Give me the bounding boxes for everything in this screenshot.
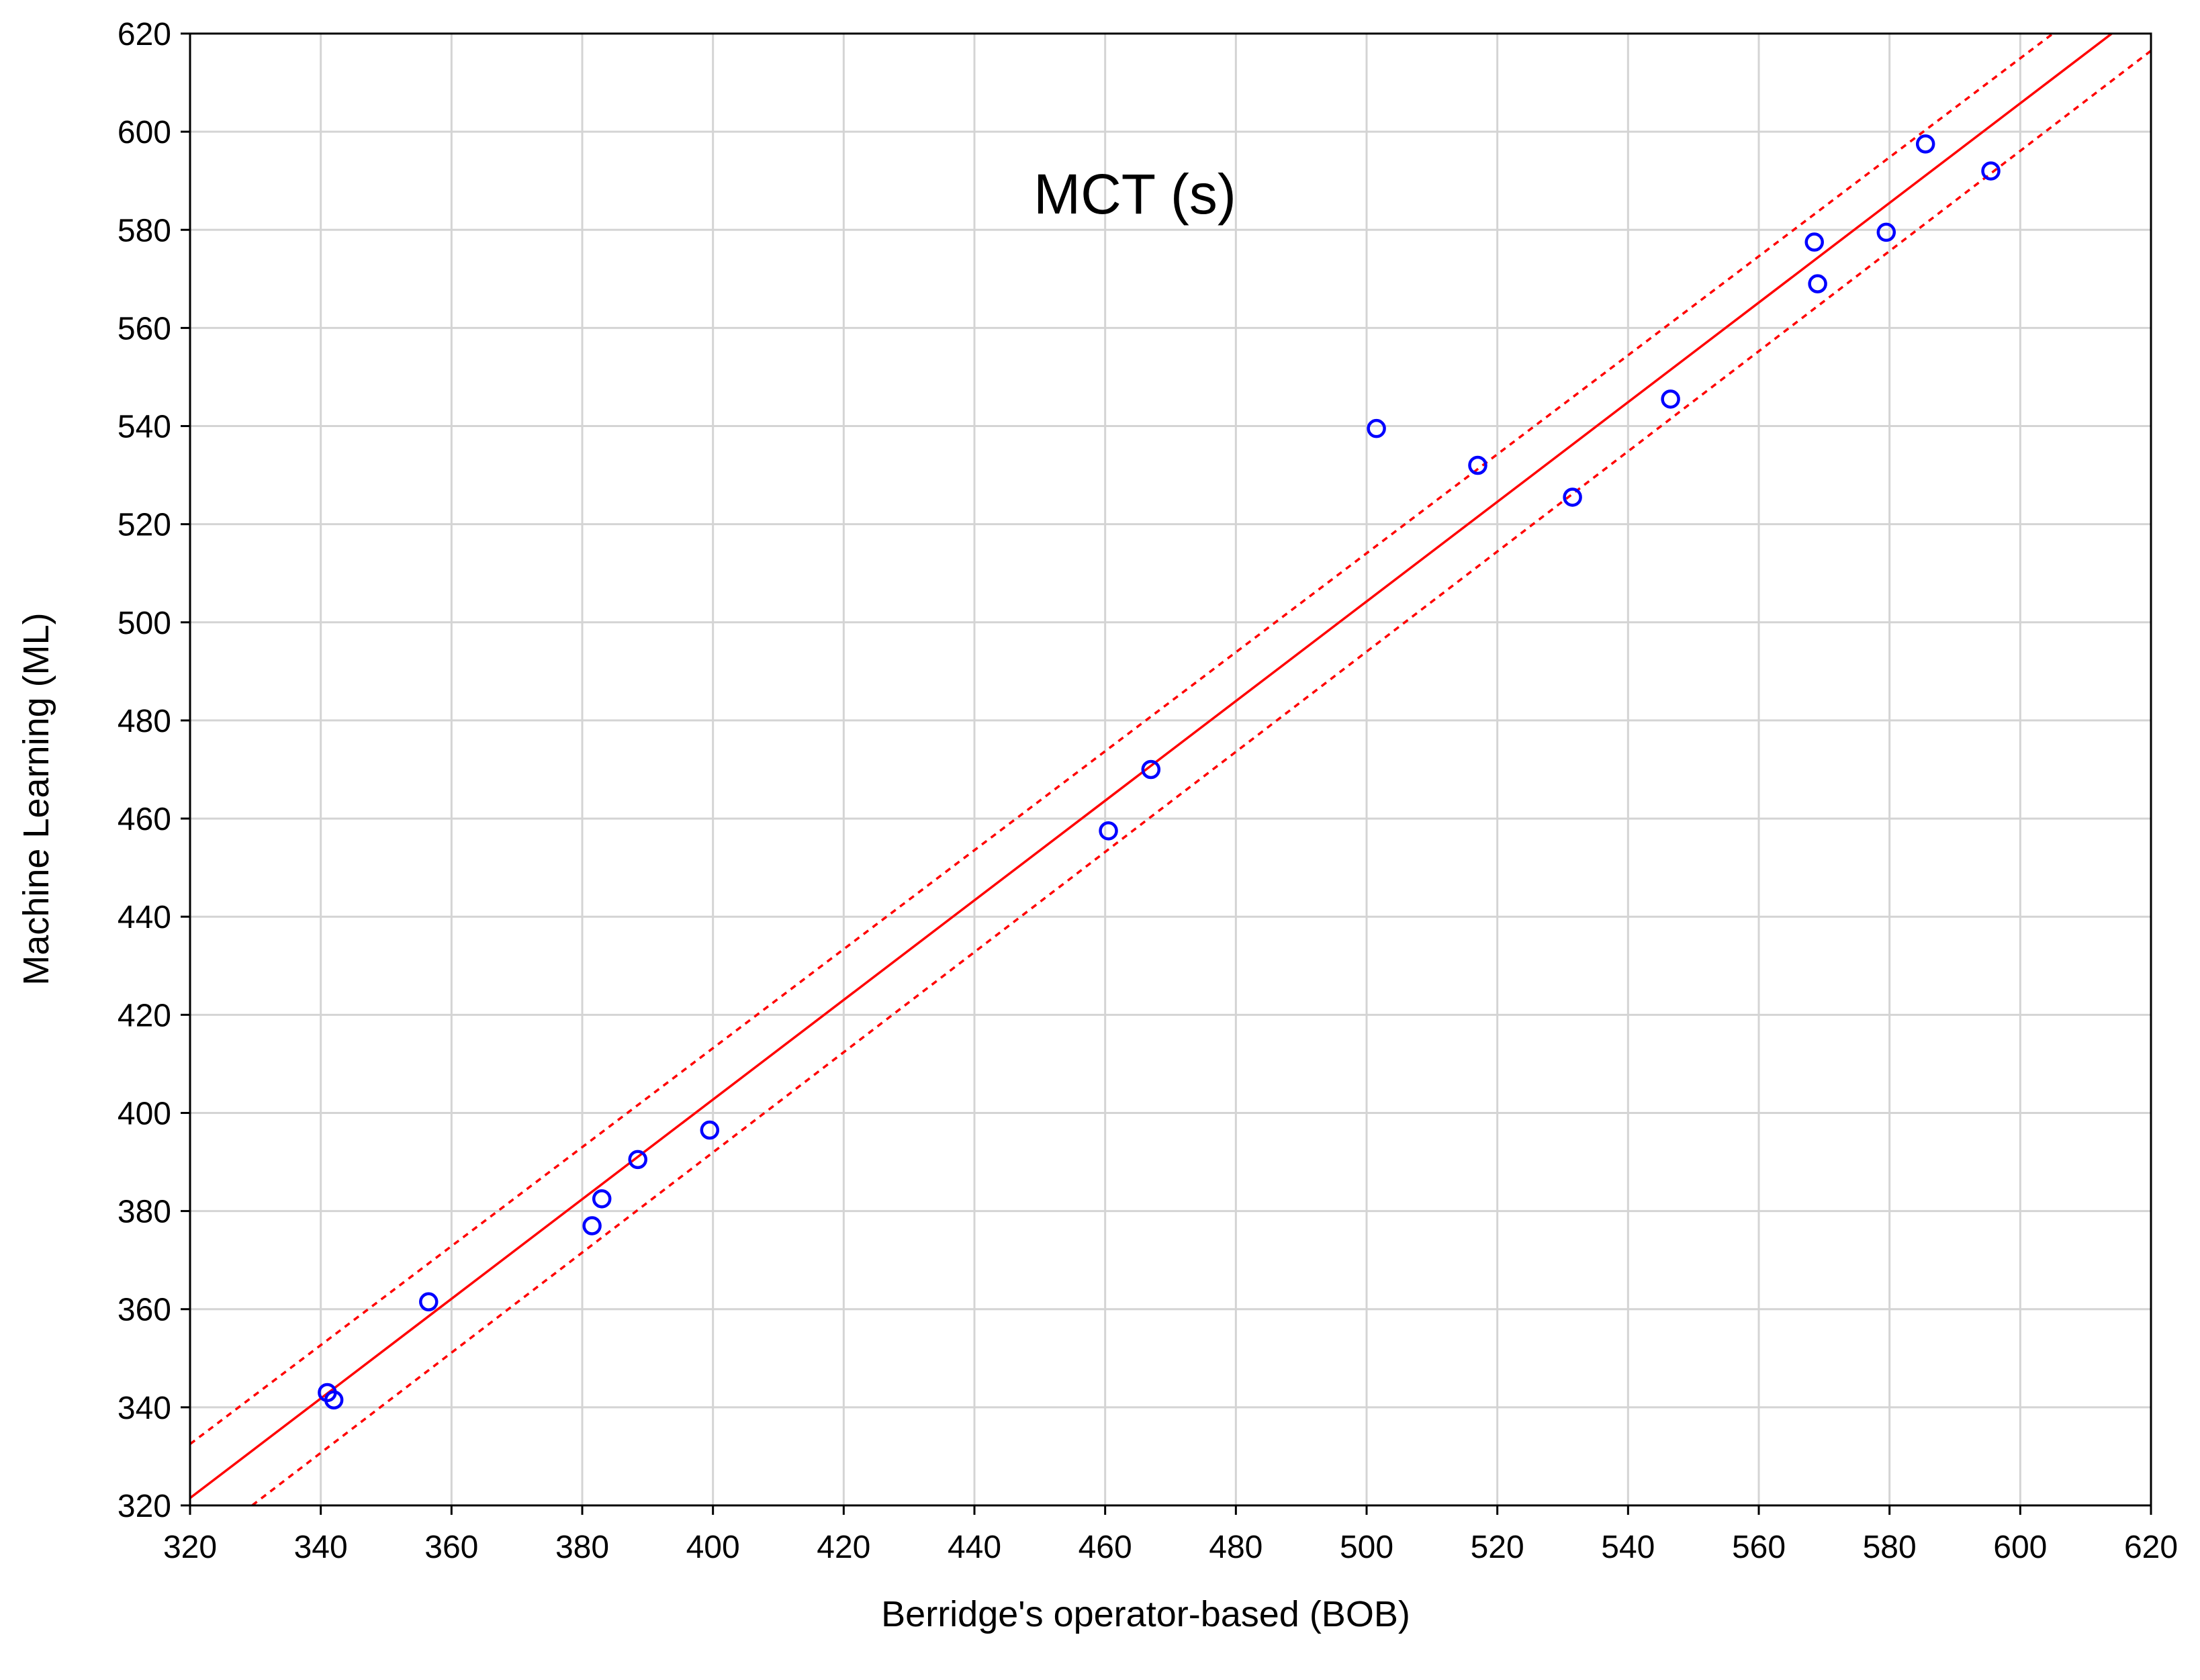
- x-tick-label: 600: [1993, 1530, 2047, 1565]
- x-tick-label: 420: [817, 1530, 870, 1565]
- data-point: [419, 1292, 439, 1312]
- data-point: [582, 1216, 602, 1235]
- y-tick-label: 580: [118, 213, 171, 248]
- data-point: [1141, 759, 1161, 780]
- x-axis-title: Berridge's operator-based (BOB): [881, 1594, 1410, 1634]
- y-tick-label: 420: [118, 998, 171, 1033]
- x-tick-label: 340: [294, 1530, 348, 1565]
- data-point: [1099, 821, 1118, 841]
- y-axis-tick-labels: 320 340 360 380 400 420 440 460 480 500 520 540 560 5…: [118, 17, 190, 1524]
- chart-title: MCT (s): [1034, 162, 1236, 226]
- x-tick-label: 560: [1732, 1530, 1786, 1565]
- x-tick-label: 320: [163, 1530, 217, 1565]
- x-tick-label: 460: [1079, 1530, 1132, 1565]
- x-tick-label: 360: [424, 1530, 478, 1565]
- y-tick-label: 400: [118, 1096, 171, 1131]
- x-tick-label: 520: [1471, 1530, 1524, 1565]
- x-tick-label: 500: [1340, 1530, 1393, 1565]
- regression-fit-line: [189, 32, 2113, 1499]
- data-point: [700, 1120, 720, 1140]
- x-tick-label: 400: [686, 1530, 740, 1565]
- data-point: [1468, 455, 1487, 475]
- y-axis-title: Machine Learning (ML): [16, 612, 56, 985]
- x-tick-label: 540: [1601, 1530, 1655, 1565]
- y-tick-label: 460: [118, 802, 171, 837]
- data-point: [1804, 232, 1824, 252]
- upper-confidence-line: [189, 32, 2054, 1446]
- y-tick-label: 560: [118, 311, 171, 346]
- y-tick-label: 340: [118, 1391, 171, 1426]
- y-tick-label: 620: [118, 17, 171, 52]
- y-tick-label: 540: [118, 410, 171, 445]
- x-tick-label: 480: [1209, 1530, 1263, 1565]
- y-tick-label: 600: [118, 115, 171, 150]
- data-point: [628, 1150, 647, 1170]
- x-tick-label: 440: [948, 1530, 1001, 1565]
- data-points: [318, 134, 2001, 1410]
- y-tick-label: 380: [118, 1195, 171, 1230]
- y-tick-label: 500: [118, 606, 171, 641]
- regression-lines: [189, 32, 2152, 1507]
- y-tick-label: 320: [118, 1489, 171, 1524]
- y-tick-label: 480: [118, 704, 171, 739]
- x-tick-label: 620: [2124, 1530, 2178, 1565]
- data-point: [592, 1189, 612, 1209]
- data-point: [1876, 222, 1896, 242]
- grid-lines: [189, 32, 2152, 1507]
- data-point: [1915, 134, 1935, 154]
- data-point: [1563, 487, 1582, 507]
- data-point: [1981, 161, 2001, 181]
- data-point: [1367, 418, 1386, 438]
- y-tick-label: 440: [118, 900, 171, 935]
- x-axis-tick-labels: 320 340 360 380 400 420 440 460 480 500 520 540 560 5…: [163, 1505, 2178, 1565]
- data-point: [324, 1390, 344, 1410]
- y-tick-label: 360: [118, 1293, 171, 1328]
- data-point: [1661, 389, 1680, 409]
- x-tick-label: 580: [1863, 1530, 1917, 1565]
- plot-area-frame: [189, 32, 2152, 1507]
- y-tick-label: 520: [118, 508, 171, 543]
- data-point: [1808, 274, 1827, 293]
- x-tick-label: 380: [555, 1530, 609, 1565]
